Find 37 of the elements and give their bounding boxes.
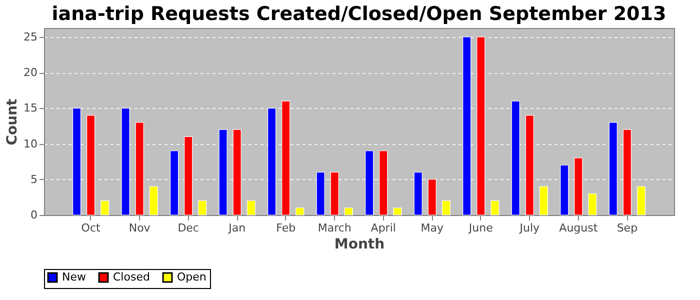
bar [246,200,256,216]
x-tick-label: June [468,222,494,234]
x-tick-label: Feb [276,222,296,234]
bar [490,200,500,216]
bar [218,129,228,216]
bar [393,208,402,216]
y-tick-label: 5 [30,172,38,186]
bar [296,208,304,216]
bar [100,200,110,216]
bar [539,186,548,216]
bar [198,200,207,216]
bar [636,186,646,216]
y-tick-label: 10 [24,137,38,150]
x-tick-label: Dec [178,222,199,234]
legend-label: Closed [113,270,150,284]
x-tick-label: March [318,222,352,234]
bar [149,186,158,216]
y-tick-label: 25 [24,30,38,44]
x-tick-label: April [370,222,396,234]
x-tick-label: May [420,222,444,234]
legend-label: New [62,270,86,284]
x-tick-label: July [518,222,540,234]
x-tick-label: August [559,222,598,234]
legend-label: Open [177,270,206,284]
bar [344,208,353,216]
x-tick-label: Oct [81,222,101,234]
bar [588,193,597,216]
y-tick-label: 0 [30,208,38,222]
chart-title: iana-trip Requests Created/Closed/Open September 2013 [52,3,666,25]
y-axis-title: Count [4,98,21,146]
x-tick-label: Sep [616,222,638,234]
x-axis-title: Month [334,236,385,252]
y-tick-label: 20 [24,66,38,80]
y-tick-label: 15 [24,102,38,115]
bar [442,200,450,216]
x-tick-label: Jan [228,222,246,234]
x-tick-label: Nov [128,222,151,234]
